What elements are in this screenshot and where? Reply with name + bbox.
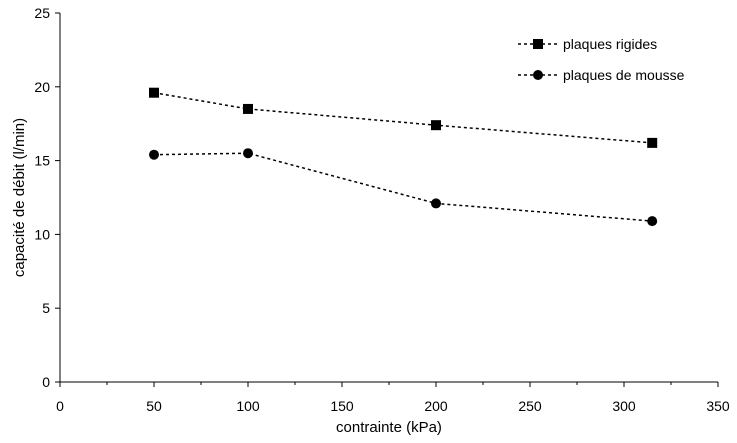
x-tick-label: 300: [612, 398, 636, 414]
x-tick-label: 350: [706, 398, 730, 414]
y-tick-label: 20: [34, 79, 50, 95]
y-axis-label: capacité de débit (l/min): [11, 118, 28, 277]
data-point: [647, 216, 658, 227]
y-tick-label: 15: [34, 153, 50, 169]
y-tick-label: 10: [34, 226, 50, 242]
data-point: [647, 137, 658, 148]
data-point: [431, 120, 441, 131]
axes: 0 50 100 150 200 250 300 350 0 5 10 15 20 25: [34, 5, 729, 414]
x-axis-label: contrainte (kPa): [336, 419, 442, 436]
legend: plaques rigides plaques de mousse: [518, 36, 685, 83]
data-point: [243, 148, 253, 159]
legend-circle-marker: [533, 70, 543, 80]
data-point: [149, 87, 159, 98]
x-tick-label: 150: [330, 398, 354, 414]
legend-item: plaques rigides: [518, 36, 657, 52]
data-point: [431, 198, 441, 209]
y-tick-label: 5: [42, 300, 50, 316]
legend-item: plaques de mousse: [518, 67, 685, 83]
legend-label: plaques de mousse: [563, 67, 685, 83]
series-1: [149, 87, 658, 148]
series-layer: [149, 87, 658, 227]
series-line: [153, 91, 653, 144]
x-tick-label: 50: [146, 398, 162, 414]
x-tick-label: 100: [236, 398, 260, 414]
y-tick-label: 0: [42, 374, 50, 390]
x-tick-label: 250: [518, 398, 542, 414]
data-point: [243, 103, 253, 114]
data-point: [149, 149, 159, 160]
legend-square-marker: [533, 39, 543, 49]
y-tick-label: 25: [34, 5, 50, 21]
y-ticks: 0 5 10 15 20 25: [34, 5, 60, 390]
x-ticks: 0 50 100 150 200 250 300 350: [56, 382, 730, 414]
x-tick-label: 200: [424, 398, 448, 414]
series-2: [149, 148, 658, 227]
legend-label: plaques rigides: [563, 36, 657, 52]
x-tick-label: 0: [56, 398, 64, 414]
series-line: [153, 152, 653, 222]
